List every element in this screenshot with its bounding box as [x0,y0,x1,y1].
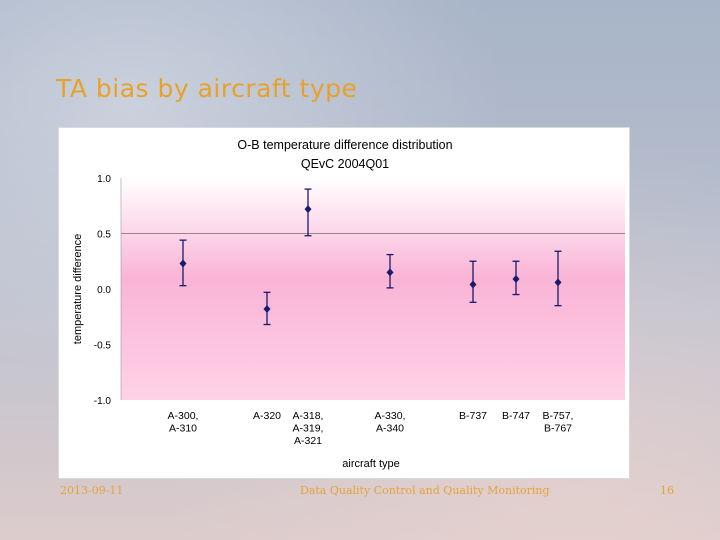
y-ticks: 1.0 0.5 0.0 -0.5 -1.0 [94,174,112,407]
chart-svg: O-B temperature difference distribution … [72,138,625,470]
chart-panel: O-B temperature difference distribution … [58,127,630,479]
data-point-marker [554,278,562,287]
x-axis-label: aircraft type [342,458,399,470]
footer-date: 2013-09-11 [60,484,124,497]
x-category-label: A-330, A-340 [375,410,406,435]
data-point-marker [304,205,312,214]
data-marks [179,188,562,326]
slide-title: TA bias by aircraft type [56,74,358,103]
data-point-marker [263,304,271,313]
footer-title: Data Quality Control and Quality Monitor… [300,484,550,497]
x-category-label: B-747 [502,410,530,422]
y-tick-label: 1.0 [97,174,111,185]
plot-area [121,178,625,400]
x-category-label: B-757, B-767 [543,410,574,435]
x-category-label: A-318, A-319, A-321 [293,410,324,447]
x-category-label: A-300, A-310 [168,410,199,435]
y-tick-label: 0.5 [97,230,111,241]
y-tick-label: -1.0 [94,396,112,407]
page-number: 16 [660,484,674,497]
x-category-label: A-320 [253,410,281,422]
y-tick-label: -0.5 [94,341,112,352]
chart-title: O-B temperature difference distribution [237,138,452,152]
chart-subtitle: QEvC 2004Q01 [301,157,389,171]
y-axis-label: temperature difference [72,234,84,344]
data-point-marker [386,268,394,277]
data-point-marker [179,259,187,268]
data-point-marker [512,275,520,284]
x-category-label: B-737 [459,410,487,422]
y-tick-label: 0.0 [97,285,111,296]
data-point-marker [469,280,477,289]
x-categories: A-300, A-310 A-320 A-318, A-319, A-321 A-330, A… [168,410,574,447]
